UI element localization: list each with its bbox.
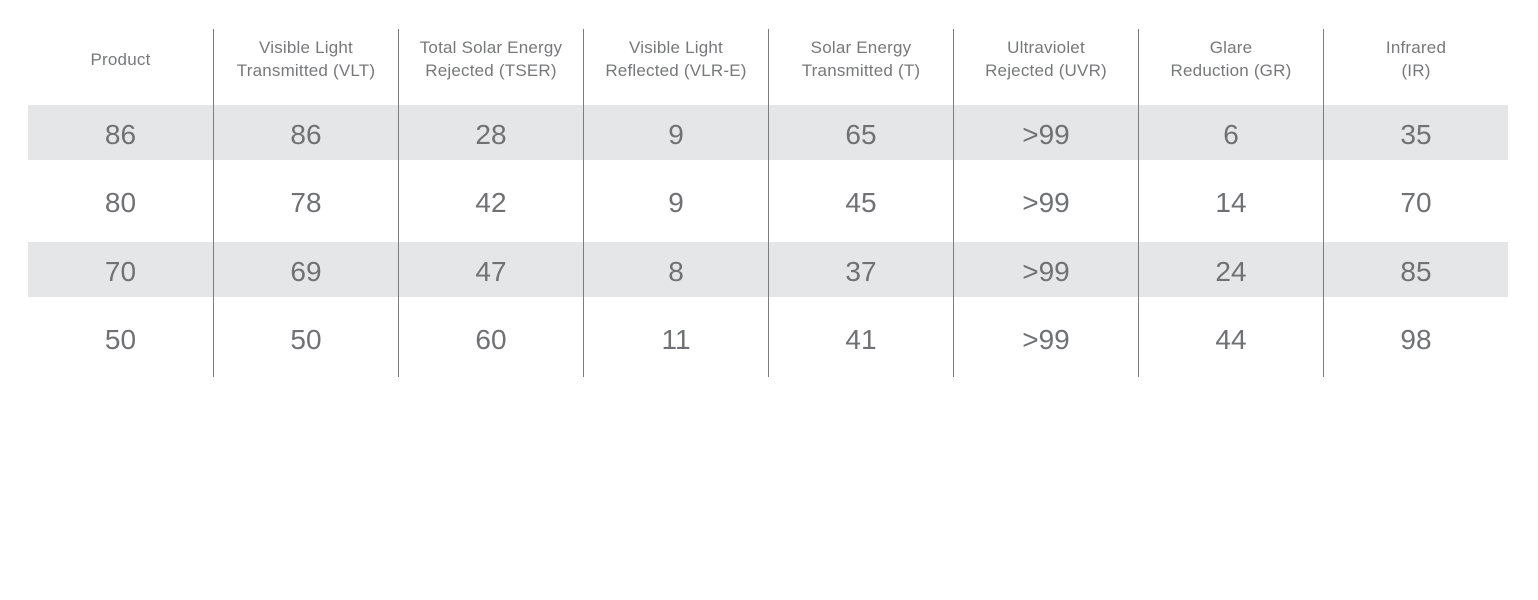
header-line: Product: [90, 49, 151, 69]
cell-product: 86: [104, 118, 137, 150]
cell-vlr-e: 8: [583, 240, 768, 309]
cell-t: 65: [768, 103, 953, 172]
cell-vlt: 50: [213, 308, 398, 377]
table-row-product-50: 50 50 60 11 41 >99 44 98: [28, 308, 1508, 377]
column-header-vlt: Visible Light Transmitted (VLT): [213, 29, 398, 103]
cell-gr: 44: [1138, 308, 1323, 377]
cell-ir: 85: [1323, 240, 1508, 309]
cell-t: 37: [768, 240, 953, 309]
cell-gr: 14: [1138, 171, 1323, 240]
cell-tser: 42: [398, 171, 583, 240]
cell-vlr-e: 9: [583, 171, 768, 240]
column-header-tser: Total Solar Energy Rejected (TSER): [398, 29, 583, 103]
cell-tser: 28: [398, 103, 583, 172]
cell-ir: 35: [1323, 103, 1508, 172]
header-line: Visible Light: [259, 38, 353, 57]
cell-vlt: 78: [213, 171, 398, 240]
cell-uvr: >99: [953, 240, 1138, 309]
cell-uvr: >99: [953, 103, 1138, 172]
table-row-product-70: 70 69 47 8 37 >99 24 85: [28, 240, 1508, 309]
cell-vlr-e: 9: [583, 103, 768, 172]
cell-ir: 70: [1323, 171, 1508, 240]
header-line: Total Solar Energy: [419, 38, 563, 57]
column-header-gr: Glare Reduction (GR): [1138, 29, 1323, 103]
header-line: Solar Energy: [810, 38, 912, 57]
table-row-product-86: 86 86 28 9 65 >99 6 35: [28, 103, 1508, 172]
table-header-row: Product Visible Light Transmitted (VLT) …: [28, 29, 1508, 103]
cell-uvr: >99: [953, 171, 1138, 240]
column-header-uvr: Ultraviolet Rejected (UVR): [953, 29, 1138, 103]
column-header-vlr-e: Visible Light Reflected (VLR-E): [583, 29, 768, 103]
header-line: Infrared: [1385, 38, 1447, 57]
cell-tser: 60: [398, 308, 583, 377]
header-line: Ultraviolet: [1007, 38, 1085, 57]
cell-gr: 24: [1138, 240, 1323, 309]
cell-t: 41: [768, 308, 953, 377]
header-line: Glare: [1209, 38, 1253, 57]
header-line: Transmitted (VLT): [236, 61, 376, 80]
cell-vlr-e: 11: [583, 308, 768, 377]
cell-tser: 47: [398, 240, 583, 309]
cell-uvr: >99: [953, 308, 1138, 377]
header-line: Reduction (GR): [1170, 61, 1292, 80]
cell-product: 50: [104, 324, 137, 356]
cell-product: 80: [104, 187, 137, 219]
product-spec-table: Product Visible Light Transmitted (VLT) …: [28, 29, 1508, 377]
header-line: Rejected (TSER): [425, 61, 557, 80]
cell-ir: 98: [1323, 308, 1508, 377]
header-line: Rejected (UVR): [985, 61, 1107, 80]
cell-t: 45: [768, 171, 953, 240]
header-line: Reflected (VLR-E): [605, 61, 747, 80]
cell-gr: 6: [1138, 103, 1323, 172]
cell-vlt: 86: [213, 103, 398, 172]
column-header-t: Solar Energy Transmitted (T): [768, 29, 953, 103]
table-row-product-80: 80 78 42 9 45 >99 14 70: [28, 171, 1508, 240]
header-line: Transmitted (T): [801, 61, 921, 80]
header-line: (IR): [1401, 61, 1431, 80]
header-line: Visible Light: [629, 38, 723, 57]
cell-vlt: 69: [213, 240, 398, 309]
cell-product: 70: [104, 255, 137, 287]
column-header-product: Product: [28, 29, 213, 103]
column-header-ir: Infrared (IR): [1323, 29, 1508, 103]
